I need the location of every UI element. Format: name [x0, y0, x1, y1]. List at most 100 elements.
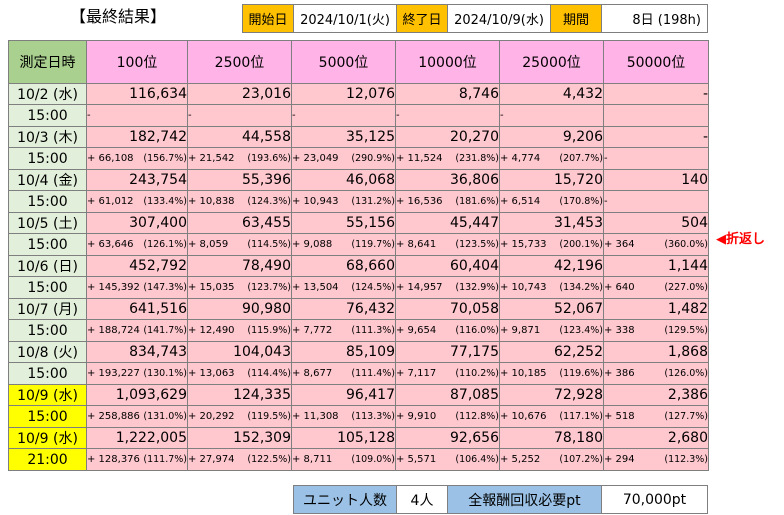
delta-amount: - — [188, 110, 192, 121]
value-cell: 1,144 — [603, 255, 709, 277]
table-row: 10/7 (月) 641,516 90,980 76,432 70,058 52,067 1… — [8, 298, 709, 320]
delta-cell: + 640 (227.0%) — [603, 276, 709, 299]
delta-percent: (111.3%) — [351, 325, 395, 336]
delta-amount: + 294 — [604, 454, 635, 465]
delta-percent: (130.1%) — [143, 368, 187, 379]
delta-cell: + 8,711 (109.0%) — [291, 448, 396, 471]
table-row: 15:00- - - - - — [8, 104, 709, 127]
delta-percent: (113.3%) — [351, 411, 395, 422]
table-row: 10/9 (水) 1,222,005 152,309 105,128 92,656 78,… — [8, 427, 709, 449]
value-cell: 35,125 — [291, 126, 396, 148]
delta-percent: (117.1%) — [559, 411, 603, 422]
delta-amount: + 66,108 — [87, 153, 134, 164]
delta-amount: + 4,774 — [500, 153, 541, 164]
delta-amount: + 13,063 — [188, 368, 235, 379]
delta-cell: + 5,571 (106.4%) — [395, 448, 500, 471]
value-cell: 307,400 — [86, 212, 188, 234]
table-row: 10/5 (土) 307,400 63,455 55,156 45,447 31,453 5… — [8, 212, 709, 234]
table-row: 10/4 (金) 243,754 55,396 46,068 36,806 15,720 1… — [8, 169, 709, 191]
delta-amount: + 258,886 — [87, 411, 140, 422]
row-date: 10/3 (木) — [8, 126, 87, 148]
delta-cell: + 364 (360.0%) — [603, 233, 709, 256]
value-cell: 77,175 — [395, 341, 500, 363]
value-cell: 72,928 — [499, 384, 604, 406]
delta-cell: - — [187, 104, 292, 127]
value-cell: 55,396 — [187, 169, 292, 191]
value-cell: 68,660 — [291, 255, 396, 277]
value-cell: 87,085 — [395, 384, 500, 406]
delta-cell: + 10,676 (117.1%) — [499, 405, 604, 428]
delta-amount: + 7,772 — [292, 325, 333, 336]
end-date-label: 終了日 — [396, 4, 448, 33]
value-cell: 92,656 — [395, 427, 500, 449]
row-time: 15:00 — [8, 190, 87, 213]
delta-amount: + 145,392 — [87, 282, 140, 293]
value-cell: 42,196 — [499, 255, 604, 277]
delta-cell: + 8,641 (123.5%) — [395, 233, 500, 256]
turnaround-note: ◀折返し — [716, 232, 765, 247]
delta-percent: (231.8%) — [455, 153, 499, 164]
table-body: 10/2 (水) 116,634 23,016 12,076 8,746 4,432- 15… — [8, 83, 709, 471]
delta-cell: + 9,871 (123.4%) — [499, 319, 604, 342]
delta-amount: + 518 — [604, 411, 635, 422]
delta-amount: + 9,871 — [500, 325, 541, 336]
value-cell: - — [603, 83, 709, 105]
delta-cell: + 15,035 (123.7%) — [187, 276, 292, 299]
table-row: 15:00 + 63,646 (126.1%) + 8,059 (114.5%) + 9,… — [8, 233, 709, 256]
delta-cell: + 14,957 (132.9%) — [395, 276, 500, 299]
value-cell: 55,156 — [291, 212, 396, 234]
value-cell: 70,058 — [395, 298, 500, 320]
value-cell: 140 — [603, 169, 709, 191]
end-date-value: 2024/10/9(水) — [447, 4, 551, 33]
row-date: 10/7 (月) — [8, 298, 87, 320]
delta-cell: - — [603, 190, 709, 213]
delta-cell: - — [499, 104, 604, 127]
value-cell: 1,482 — [603, 298, 709, 320]
delta-amount: - — [292, 110, 296, 121]
delta-percent: (109.0%) — [351, 454, 395, 465]
delta-amount: + 188,724 — [87, 325, 140, 336]
row-date: 10/9 (水) — [8, 384, 87, 406]
reward-points-label: 全報酬回収必要pt — [447, 485, 602, 514]
table-row: 10/2 (水) 116,634 23,016 12,076 8,746 4,432- — [8, 83, 709, 105]
delta-cell: + 9,654 (116.0%) — [395, 319, 500, 342]
row-date: 10/9 (水) — [8, 427, 87, 449]
delta-amount: + 10,838 — [188, 196, 235, 207]
value-cell: 52,067 — [499, 298, 604, 320]
delta-amount: + 9,088 — [292, 239, 333, 250]
delta-cell: + 294 (112.3%) — [603, 448, 709, 471]
delta-cell: + 13,504 (124.5%) — [291, 276, 396, 299]
delta-amount: + 14,957 — [396, 282, 443, 293]
table-row: 10/9 (水) 1,093,629 124,335 96,417 87,085 72,9… — [8, 384, 709, 406]
delta-amount: + 128,376 — [87, 454, 140, 465]
delta-percent: (141.7%) — [143, 325, 187, 336]
delta-cell: + 11,308 (113.3%) — [291, 405, 396, 428]
delta-amount: + 10,743 — [500, 282, 547, 293]
delta-percent: (147.3%) — [143, 282, 187, 293]
delta-cell: + 10,943 (131.2%) — [291, 190, 396, 213]
delta-percent: (119.6%) — [559, 368, 603, 379]
delta-amount: + 7,117 — [396, 368, 437, 379]
delta-amount: + 8,677 — [292, 368, 333, 379]
delta-amount: + 5,252 — [500, 454, 541, 465]
row-time: 15:00 — [8, 362, 87, 385]
delta-cell: + 27,974 (122.5%) — [187, 448, 292, 471]
delta-cell: + 8,059 (114.5%) — [187, 233, 292, 256]
table-row: 10/8 (火) 834,743 104,043 85,109 77,175 62,252… — [8, 341, 709, 363]
delta-cell: + 188,724 (141.7%) — [86, 319, 188, 342]
delta-percent: (127.7%) — [664, 411, 708, 422]
table-row: 15:00 + 61,012 (133.4%) + 10,838 (124.3%) + 1… — [8, 190, 709, 213]
delta-amount: + 10,185 — [500, 368, 547, 379]
delta-cell: + 386 (126.0%) — [603, 362, 709, 385]
value-cell: 8,746 — [395, 83, 500, 105]
value-cell: 104,043 — [187, 341, 292, 363]
value-cell: 1,093,629 — [86, 384, 188, 406]
delta-cell: + 63,646 (126.1%) — [86, 233, 188, 256]
delta-amount: + 13,504 — [292, 282, 339, 293]
delta-percent: (181.6%) — [455, 196, 499, 207]
page-title: 【最終結果】 — [70, 7, 167, 26]
value-cell: 85,109 — [291, 341, 396, 363]
value-cell: 78,490 — [187, 255, 292, 277]
delta-cell: + 16,536 (181.6%) — [395, 190, 500, 213]
row-time: 15:00 — [8, 233, 87, 256]
